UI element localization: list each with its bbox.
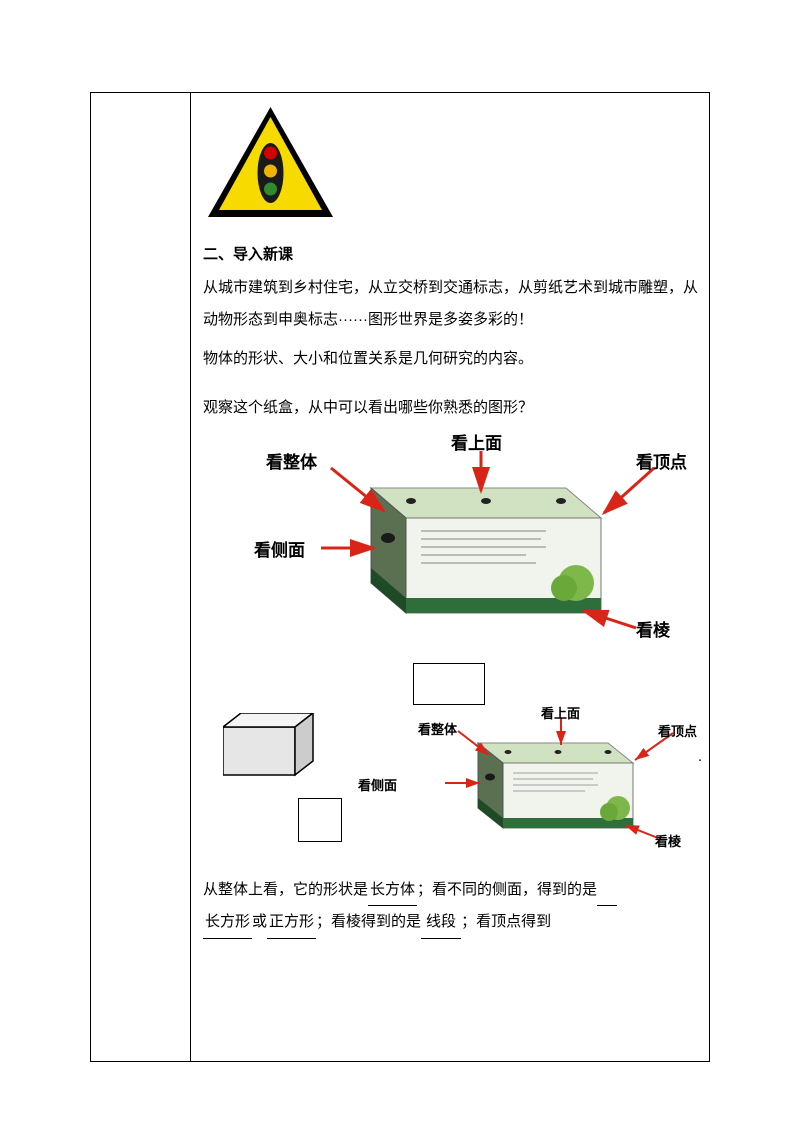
fill-4: 线段 xyxy=(421,906,461,939)
conc-1b: ；看不同的侧面，得到的是 xyxy=(417,881,597,898)
page-frame: 二、导入新课 从城市建筑到乡村住宅，从立交桥到交通标志，从剪纸艺术到城市雕塑，从… xyxy=(90,92,710,1062)
conc-1a: 从整体上看，它的形状是 xyxy=(203,881,368,898)
conc-2c: ；看顶点得到 xyxy=(461,913,551,930)
conclusion-text: 从整体上看，它的形状是长方体；看不同的侧面，得到的是 长方形或正方形；看棱得到的… xyxy=(203,874,699,939)
fill-3: 正方形 xyxy=(267,906,316,939)
square-shape xyxy=(298,798,342,842)
box-diagram-large: 看整体 看上面 看顶点 看侧面 看棱 xyxy=(206,433,696,643)
cuboid-shape xyxy=(223,713,323,784)
label2-whole: 看整体 xyxy=(418,719,457,738)
fill-1: 长方体 xyxy=(368,874,417,907)
paragraph-1: 从城市建筑到乡村住宅，从立交桥到交通标志，从剪纸艺术到城市雕塑，从动物形态到申奥… xyxy=(203,272,699,335)
fill-2: 长方形 xyxy=(203,906,252,939)
label-side: 看侧面 xyxy=(254,536,305,561)
rectangle-shape xyxy=(413,663,485,705)
label-edge: 看棱 xyxy=(636,616,670,641)
conc-2b: ；看棱得到的是 xyxy=(316,913,421,930)
right-column: 二、导入新课 从城市建筑到乡村住宅，从立交桥到交通标志，从剪纸艺术到城市雕塑，从… xyxy=(191,93,711,1061)
traffic-warning-icon xyxy=(203,103,338,223)
question-text: 观察这个纸盒，从中可以看出哪些你熟悉的图形？ xyxy=(203,393,699,423)
label-whole: 看整体 xyxy=(266,448,317,473)
blank-lead xyxy=(597,874,617,907)
left-column xyxy=(91,93,191,1061)
label-top: 看上面 xyxy=(451,429,502,454)
conc-2a: 或 xyxy=(252,913,267,930)
paragraph-2: 物体的形状、大小和位置关系是几何研究的内容。 xyxy=(203,343,699,375)
period-dot: . xyxy=(698,748,702,765)
label2-edge: 看棱 xyxy=(655,831,681,850)
label2-side: 看侧面 xyxy=(358,775,397,794)
section-heading: 二、导入新课 xyxy=(203,243,699,264)
box-diagram-small: 看整体 看上面 看顶点 看侧面 看棱 . xyxy=(203,663,703,858)
label2-top: 看上面 xyxy=(541,703,580,722)
label2-vertex: 看顶点 xyxy=(658,721,697,740)
label-vertex: 看顶点 xyxy=(636,448,687,473)
